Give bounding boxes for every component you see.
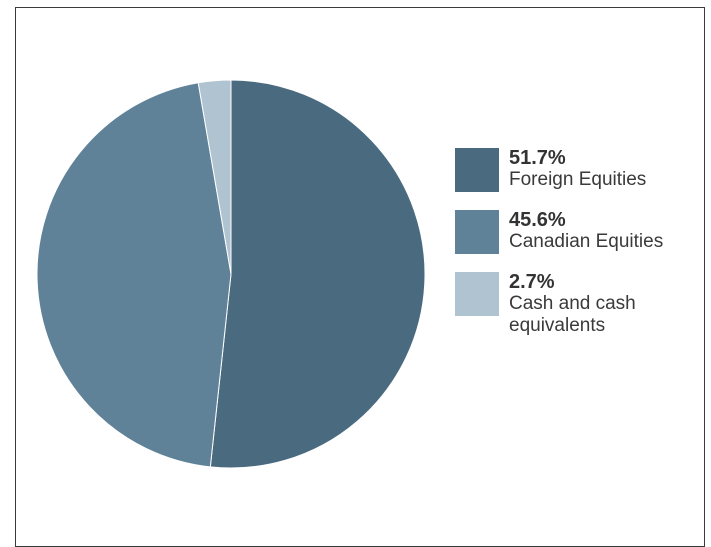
legend-item-canadian-equities: 45.6% Canadian Equities <box>455 209 705 254</box>
legend-item-foreign-equities: 51.7% Foreign Equities <box>455 147 705 192</box>
pie-slice-cash <box>197 79 232 275</box>
legend-swatch-canadian-equities <box>455 210 499 254</box>
legend-label-canadian-equities: Canadian Equities <box>509 231 664 252</box>
legend-value-canadian-equities: 45.6% <box>509 209 566 231</box>
chart-legend: 51.7% Foreign Equities 45.6% Canadian Eq… <box>455 147 705 355</box>
legend-value-cash: 2.7% <box>509 271 555 293</box>
pie-slice-foreign-equities <box>209 79 426 469</box>
legend-swatch-cash <box>455 272 499 316</box>
legend-item-cash: 2.7% Cash and cash equivalents <box>455 271 705 337</box>
legend-label-cash: Cash and cash equivalents <box>509 293 636 336</box>
legend-value-foreign-equities: 51.7% <box>509 147 566 169</box>
legend-label-foreign-equities: Foreign Equities <box>509 169 647 190</box>
pie-slice-canadian-equities <box>36 82 232 468</box>
legend-swatch-foreign-equities <box>455 148 499 192</box>
pie-chart <box>36 79 426 469</box>
